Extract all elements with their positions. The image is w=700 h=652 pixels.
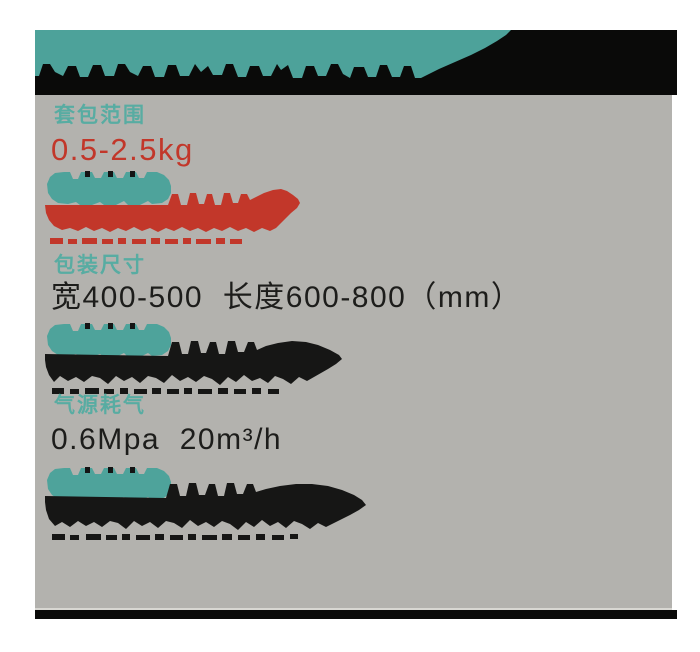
section-value-air-supply: 0.6Mpa 20m³/h xyxy=(51,423,283,456)
section-label-bag-range: 套包范围 xyxy=(54,104,146,127)
clipped-section-black-1 xyxy=(45,323,342,394)
section-label-package-size: 包装尺寸 xyxy=(54,254,146,277)
clipped-section-red xyxy=(45,171,300,244)
clipped-label-pill xyxy=(47,324,171,357)
clipped-glyph-bottoms-red xyxy=(50,238,242,244)
clipped-glyph-bottoms-black xyxy=(52,534,298,540)
footer-black-bar xyxy=(35,610,677,619)
clipped-section-black-2 xyxy=(45,467,366,540)
section-label-air-supply: 气源耗气 xyxy=(54,394,146,417)
section-value-bag-range: 0.5-2.5kg xyxy=(51,132,194,167)
clipped-value-ribbon-red xyxy=(45,189,300,232)
clipped-label-pill xyxy=(47,172,171,205)
clipped-label-pill xyxy=(47,468,171,501)
clipped-value-ribbon-black xyxy=(45,341,342,385)
panel-bottom-highlight xyxy=(35,608,672,610)
clipped-value-ribbon-black xyxy=(45,483,366,530)
header-title-ribbon xyxy=(35,30,511,78)
clipped-glyph-bottoms-black xyxy=(52,388,279,394)
section-value-package-size: 宽400-500 长度600-800（mm） xyxy=(51,281,523,314)
